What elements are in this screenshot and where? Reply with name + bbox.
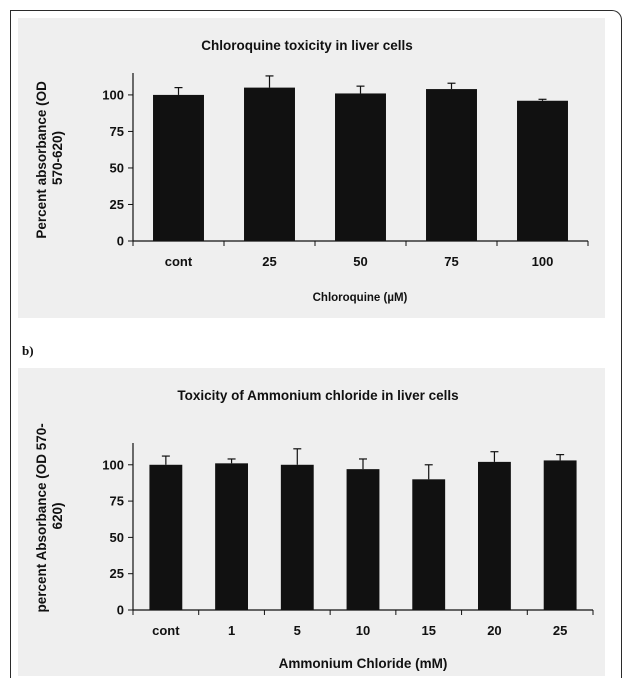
- x-axis-label: Ammonium Chloride (mM): [279, 656, 448, 671]
- y-tick-label: 75: [110, 494, 124, 509]
- bar-5: [280, 464, 314, 610]
- bar-10: [346, 469, 380, 610]
- svg-text:percent Absorbance (OD 570-: percent Absorbance (OD 570- 620): [34, 419, 65, 612]
- subfigure-label: b): [22, 343, 34, 358]
- chart-panel-chloroquine: Chloroquine toxicity in liver cells Perc…: [18, 18, 605, 318]
- bar-25: [244, 87, 295, 241]
- x-tick-label: cont: [165, 254, 193, 269]
- y-axis-label-line: percent Absorbance (OD 570-: [34, 423, 49, 612]
- x-tick-label: 10: [356, 623, 370, 638]
- y-tick-label: 50: [110, 160, 124, 175]
- bar-75: [426, 89, 477, 241]
- y-tick-label: 100: [102, 457, 124, 472]
- x-tick-label: 25: [553, 623, 567, 638]
- x-tick-label: 50: [353, 254, 367, 269]
- y-tick-label: 0: [117, 603, 124, 618]
- bar-1: [215, 463, 248, 610]
- y-axis-label-line: 620): [50, 502, 65, 529]
- y-tick-label: 50: [110, 530, 124, 545]
- x-axis-label: Chloroquine (µM): [313, 292, 408, 304]
- bar-20: [478, 461, 511, 610]
- y-tick-label: 75: [110, 124, 124, 139]
- chart-title: Toxicity of Ammonium chloride in liver c…: [177, 388, 458, 403]
- svg-text:Percent absorbance (OD: Percent absorbance (OD 570-620): [34, 77, 65, 238]
- y-tick-label: 0: [117, 234, 124, 249]
- y-tick-label: 25: [110, 197, 124, 212]
- bar-50: [335, 93, 386, 241]
- bar-cont: [153, 94, 204, 241]
- bar-100: [517, 100, 568, 241]
- y-tick-label: 100: [102, 87, 124, 102]
- x-tick-label: 5: [294, 623, 301, 638]
- y-axis-label-line: Percent absorbance (OD: [34, 81, 49, 239]
- x-tick-label: 1: [228, 623, 235, 638]
- figure-frame: [10, 10, 622, 678]
- x-tick-label: 25: [262, 254, 276, 269]
- y-axis-label: Percent absorbance (OD 570-620): [34, 77, 65, 239]
- y-axis-label: percent Absorbance (OD 570- 620): [34, 419, 65, 612]
- chart-panel-ammonium-chloride: Toxicity of Ammonium chloride in liver c…: [18, 368, 605, 676]
- x-tick-label: 15: [421, 623, 435, 638]
- y-tick-label: 25: [110, 566, 124, 581]
- chart-ammonium-chloride: Toxicity of Ammonium chloride in liver c…: [34, 388, 594, 671]
- chart-chloroquine: Chloroquine toxicity in liver cells Perc…: [34, 38, 589, 304]
- bar-15: [412, 479, 446, 610]
- x-tick-label: cont: [152, 623, 180, 638]
- y-axis-label-line: 570-620): [50, 131, 65, 185]
- x-tick-label: 75: [444, 254, 458, 269]
- x-tick-label: 100: [532, 254, 554, 269]
- plot-area: 0 25 50 75 100 cont 25 50 75 100: [102, 73, 589, 269]
- x-tick-label: 20: [487, 623, 501, 638]
- chart-title: Chloroquine toxicity in liver cells: [201, 38, 413, 53]
- bar-cont: [149, 464, 183, 610]
- bar-25: [543, 460, 577, 610]
